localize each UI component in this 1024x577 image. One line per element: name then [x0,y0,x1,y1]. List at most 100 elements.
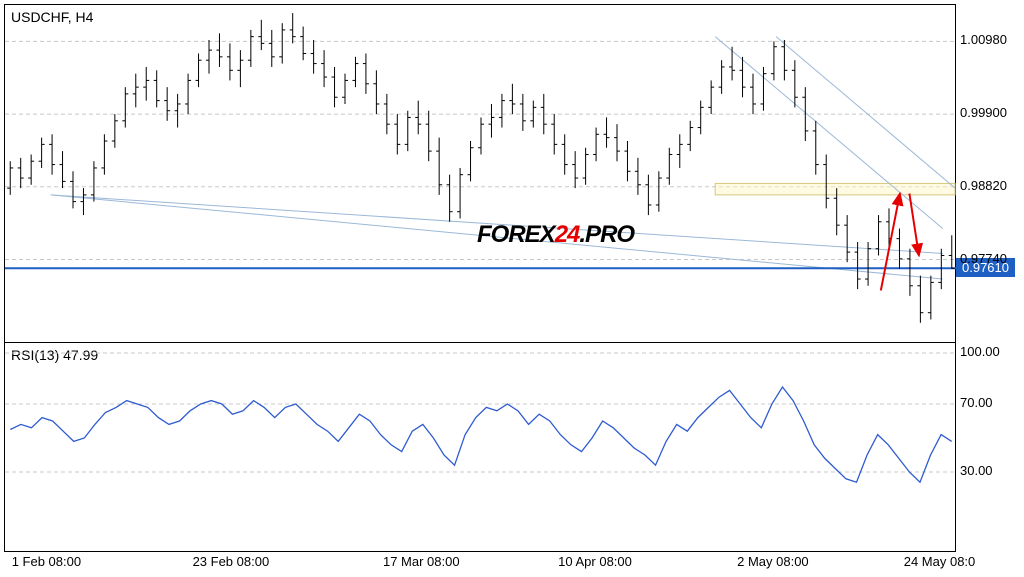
y-tick-label: 0.99900 [960,105,1007,120]
ohlc-bar [876,215,882,255]
rsi-y-tick-label: 30.00 [960,463,993,478]
y-tick-label: 1.00980 [960,32,1007,47]
main-price-panel: USDCHF, H4 FOREX24.PRO [5,5,955,343]
ohlc-bar [802,87,808,141]
chart-title: USDCHF, H4 [11,9,93,25]
ohlc-bar [7,161,13,195]
ohlc-bar [185,74,191,114]
logo-part1: FOREX [477,221,555,248]
rsi-panel: RSI(13) 47.99 [5,343,955,553]
rsi-title: RSI(13) 47.99 [11,347,98,363]
x-tick-label: 23 Feb 08:00 [193,554,270,569]
y-tick-label: 0.97740 [960,251,1007,266]
ohlc-bar [677,134,683,168]
ohlc-bar [896,229,902,269]
ohlc-bar [101,134,107,174]
ohlc-bar [656,171,662,211]
ohlc-bar [415,101,421,135]
ohlc-bar [719,60,725,94]
ohlc-bar [541,94,547,134]
ohlc-bar [49,134,55,174]
ohlc-bar [216,33,222,67]
forecast-arrow [881,194,900,291]
ohlc-bar [499,94,505,128]
rsi-line [10,387,951,482]
ohlc-bar [332,67,338,107]
ohlc-bar [196,53,202,87]
ohlc-bar [687,121,693,151]
ohlc-bar [624,141,630,181]
ohlc-bar [645,175,651,215]
ohlc-bar [604,117,610,147]
ohlc-bar [509,84,515,114]
ohlc-bar [164,87,170,121]
logo-part3: .PRO [579,221,634,248]
trendline [776,37,955,188]
ohlc-bar [834,188,840,235]
ohlc-bar [488,104,494,138]
ohlc-bar [750,74,756,114]
ohlc-bar [426,111,432,161]
ohlc-bar [143,67,149,101]
ohlc-bar [729,47,735,81]
ohlc-bar [342,74,348,104]
ohlc-bar [614,124,620,161]
ohlc-bar [112,114,118,148]
ohlc-bar [122,87,128,127]
ohlc-bar [886,208,892,248]
ohlc-bar [352,57,358,87]
ohlc-bar [844,215,850,262]
ohlc-bar [447,175,453,222]
rsi-chart-svg [5,343,957,553]
resistance-zone [715,183,955,194]
ohlc-bar [593,128,599,162]
ohlc-bar [928,276,934,320]
ohlc-bar [530,101,536,128]
ohlc-bar [760,67,766,111]
x-tick-label: 17 Mar 08:00 [383,554,460,569]
ohlc-bar [18,158,24,188]
ohlc-bar [865,242,871,286]
ohlc-bar [698,101,704,135]
ohlc-bar [666,148,672,185]
ohlc-bar [321,50,327,87]
ohlc-bar [405,111,411,151]
ohlc-bar [311,40,317,74]
ohlc-bar [740,57,746,97]
ohlc-bar [227,43,233,80]
ohlc-bar [154,70,160,107]
trendline [715,37,943,229]
ohlc-bar [60,151,66,188]
ohlc-bar [583,148,589,185]
ohlc-bar [708,80,714,114]
ohlc-bar [949,235,955,269]
ohlc-bar [813,121,819,175]
ohlc-bar [781,40,787,80]
ohlc-bar [394,114,400,154]
ohlc-bar [300,27,306,61]
ohlc-bar [436,138,442,195]
x-tick-label: 2 May 08:00 [737,554,809,569]
ohlc-bar [855,242,861,289]
ohlc-bar [572,151,578,188]
ohlc-bar [279,23,285,63]
ohlc-bar [478,117,484,154]
ohlc-bar [258,20,264,50]
ohlc-bar [206,40,212,74]
ohlc-bar [28,154,34,184]
rsi-y-tick-label: 70.00 [960,395,993,410]
ohlc-bar [551,114,557,154]
ohlc-bar [80,188,86,215]
ohlc-bar [562,134,568,174]
ohlc-bar [70,171,76,208]
ohlc-bar [907,249,913,296]
ohlc-bar [457,168,463,218]
ohlc-bar [771,41,777,80]
ohlc-bar [635,158,641,195]
ohlc-bar [363,53,369,93]
ohlc-bar [938,249,944,289]
ohlc-bar [175,94,181,128]
ohlc-bar [823,154,829,208]
ohlc-bar [269,30,275,67]
ohlc-bar [917,276,923,323]
